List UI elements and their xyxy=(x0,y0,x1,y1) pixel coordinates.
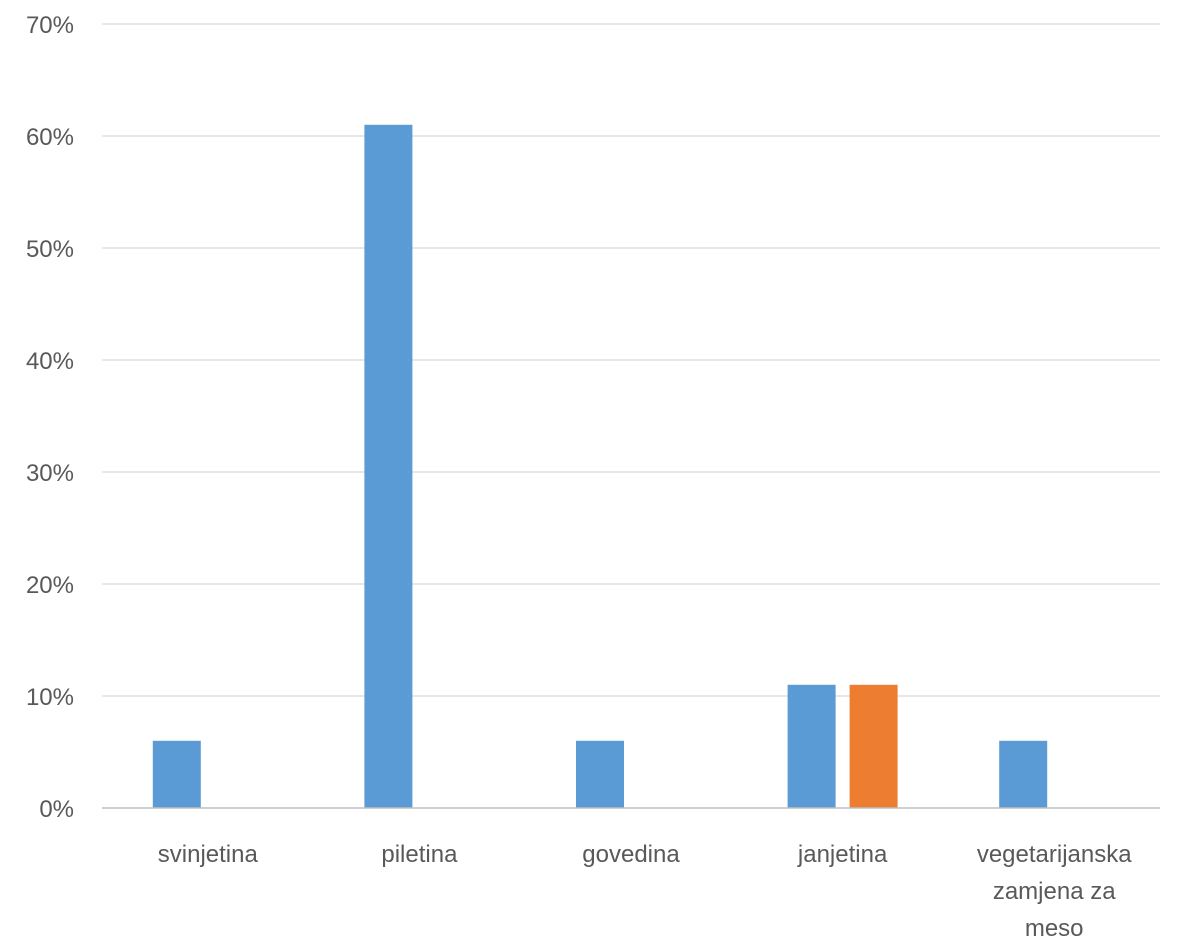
bar-janjetina-s2 xyxy=(849,684,898,808)
bars xyxy=(152,124,1048,809)
x-tick-label-line: svinjetina xyxy=(158,841,259,868)
x-tick-label: piletina xyxy=(381,841,458,868)
x-tick-label-line: meso xyxy=(1025,915,1084,940)
y-axis-ticks: 0% 10% 20% 30% 40% 50% 60% 70% xyxy=(26,12,74,823)
x-tick-label: svinjetina xyxy=(158,841,259,868)
bar-piletina-s1 xyxy=(364,124,413,809)
y-tick-label: 60% xyxy=(26,124,74,151)
x-axis-labels: svinjetina piletina govedina janjetina veget… xyxy=(158,841,1132,940)
y-tick-label: 10% xyxy=(26,684,74,711)
bar-janjetina-s1 xyxy=(787,684,836,808)
y-tick-label: 70% xyxy=(26,12,74,39)
x-tick-label-line: zamjena za xyxy=(993,878,1116,905)
gridlines xyxy=(102,23,1160,697)
y-tick-label: 0% xyxy=(39,796,74,823)
bar-svinjetina-s1 xyxy=(152,740,201,808)
x-tick-label: vegetarijanska zamjena za meso xyxy=(977,841,1132,940)
bar-vegetarijanska-s1 xyxy=(999,740,1048,808)
y-tick-label: 40% xyxy=(26,348,74,375)
x-tick-label-line: vegetarijanska xyxy=(977,841,1132,868)
x-tick-label-line: janjetina xyxy=(797,841,888,868)
y-tick-label: 50% xyxy=(26,236,74,263)
x-tick-label: govedina xyxy=(582,841,680,868)
bar-govedina-s1 xyxy=(576,740,624,808)
y-tick-label: 20% xyxy=(26,572,74,599)
x-tick-label-line: govedina xyxy=(582,841,680,868)
x-tick-label-line: piletina xyxy=(381,841,458,868)
y-tick-label: 30% xyxy=(26,460,74,487)
x-tick-label: janjetina xyxy=(797,841,888,868)
